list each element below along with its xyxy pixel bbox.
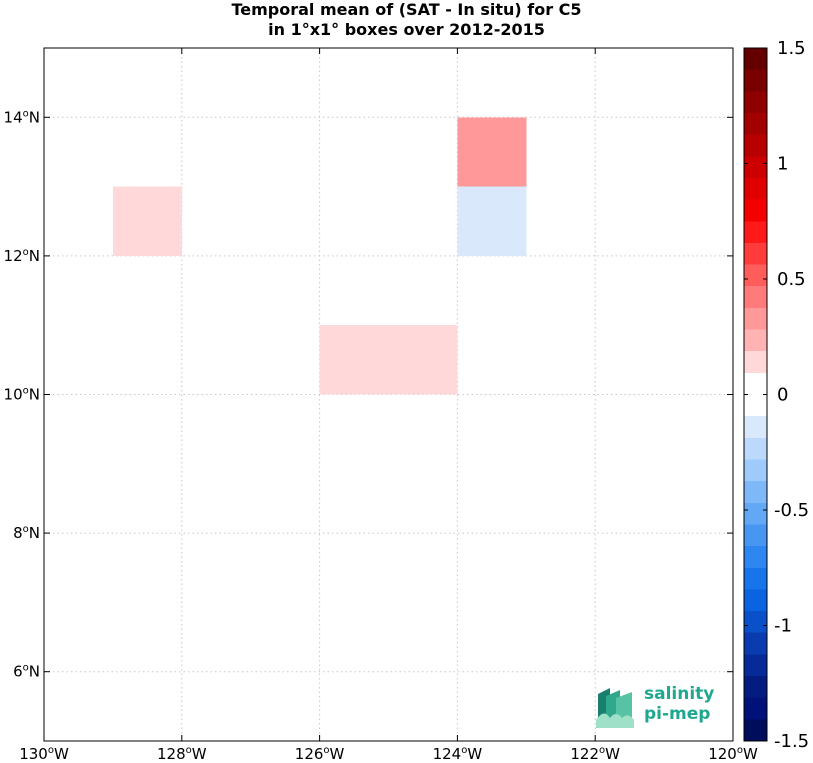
x-tick-label: 122oW xyxy=(570,745,620,763)
colorbar-tick-label: -1 xyxy=(774,616,792,637)
colorbar xyxy=(743,47,768,742)
heatmap-cell xyxy=(457,117,527,187)
colorbar-level xyxy=(744,589,767,612)
colorbar-level xyxy=(744,611,767,634)
colorbar-level xyxy=(744,416,767,439)
colorbar-level xyxy=(744,69,767,92)
colorbar-tick-label: 0.5 xyxy=(777,269,806,290)
colorbar-level xyxy=(744,632,767,655)
colorbar-level xyxy=(744,91,767,114)
colorbar-level xyxy=(744,654,767,677)
colorbar-tick-label: 0 xyxy=(777,385,788,406)
chart-title-line-1: Temporal mean of (SAT - In situ) for C5 xyxy=(231,0,582,19)
logo-line-2: pi-mep xyxy=(644,704,711,724)
colorbar-level xyxy=(744,329,767,352)
colorbar-level xyxy=(744,307,767,330)
logo-line-1: salinity xyxy=(644,684,715,704)
x-tick-label: 130oW xyxy=(19,745,69,763)
colorbar-level xyxy=(744,48,767,71)
colorbar-level xyxy=(744,134,767,157)
colorbar-tick-labels: 1.5 1 0.5 0 -0.5 -1 -1.5 xyxy=(774,38,809,752)
colorbar-level xyxy=(744,459,767,482)
chart-title: Temporal mean of (SAT - In situ) for C5 … xyxy=(0,0,813,40)
colorbar-level xyxy=(744,286,767,309)
x-tick-label: 126oW xyxy=(295,745,345,763)
heatmap-cells xyxy=(112,117,527,395)
colorbar-level xyxy=(744,697,767,720)
heatmap-cell xyxy=(457,186,527,256)
y-tick-labels: 6oN 8oN 10oN 12oN 14oN xyxy=(4,108,40,680)
colorbar-level xyxy=(744,676,767,699)
y-tick-label: 8oN xyxy=(13,524,40,542)
colorbar-level xyxy=(744,481,767,504)
y-tick-label: 14oN xyxy=(4,108,40,126)
salinity-pi-mep-logo: salinity pi-mep xyxy=(596,684,726,730)
wave-icon xyxy=(596,688,634,728)
heatmap-cell xyxy=(112,186,182,256)
colorbar-level xyxy=(744,221,767,244)
colorbar-tick-label: 1.5 xyxy=(777,38,806,59)
colorbar-tick-label: -1.5 xyxy=(774,731,809,752)
colorbar-level xyxy=(744,199,767,222)
colorbar-level xyxy=(744,394,767,417)
y-tick-label: 12oN xyxy=(4,247,40,265)
colorbar-level xyxy=(744,524,767,547)
colorbar-level xyxy=(744,351,767,374)
colorbar-tick-label: -0.5 xyxy=(774,500,809,521)
x-tick-label: 128oW xyxy=(157,745,207,763)
axis-ticks xyxy=(43,48,734,741)
heatmap-cell xyxy=(388,325,458,395)
y-tick-label: 6oN xyxy=(13,663,40,681)
y-tick-label: 10oN xyxy=(4,386,40,404)
colorbar-level xyxy=(744,372,767,395)
chart-title-line-2: in 1°x1° boxes over 2012-2015 xyxy=(268,20,545,39)
colorbar-level xyxy=(744,112,767,136)
colorbar-level xyxy=(744,437,767,460)
colorbar-level xyxy=(744,546,767,569)
colorbar-level xyxy=(744,719,767,742)
x-tick-label: 120oW xyxy=(708,745,758,763)
colorbar-level xyxy=(744,264,767,287)
colorbar-level xyxy=(744,242,767,265)
colorbar-level xyxy=(744,567,767,590)
x-tick-label: 124oW xyxy=(433,745,483,763)
colorbar-level xyxy=(744,502,767,525)
x-tick-labels: 130oW 128oW 126oW 124oW 122oW 120oW xyxy=(19,745,758,763)
colorbar-level xyxy=(744,177,767,200)
colorbar-tick-label: 1 xyxy=(777,154,788,175)
heatmap-cell xyxy=(319,325,389,395)
colorbar-level xyxy=(744,156,767,179)
